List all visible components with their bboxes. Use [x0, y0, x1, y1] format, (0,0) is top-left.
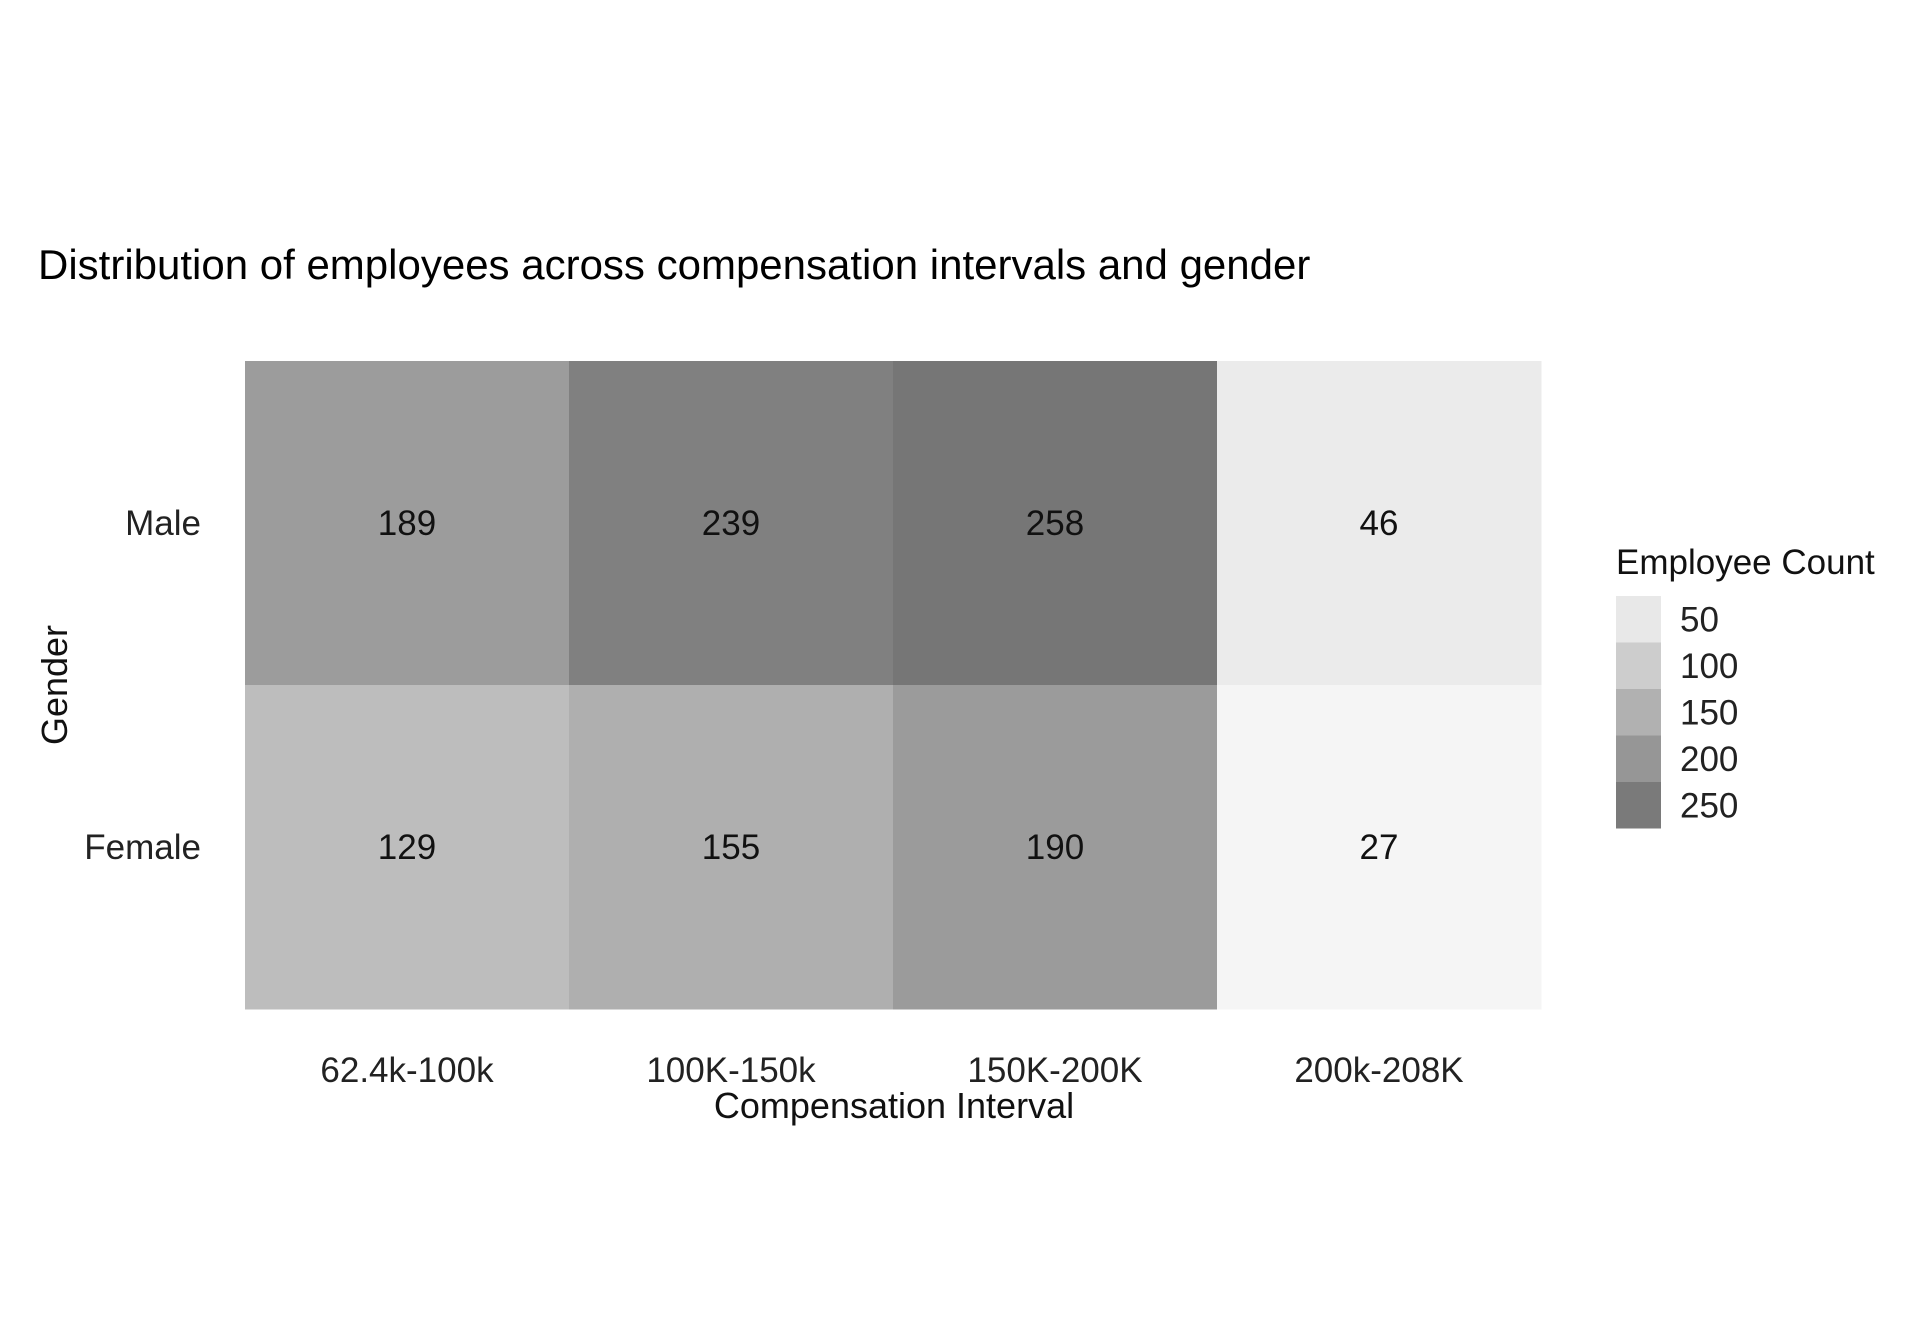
- heatmap-cell-female-3: [893, 685, 1218, 1010]
- legend-key-label: 50: [1680, 600, 1719, 639]
- cell-value-label: 46: [1360, 504, 1399, 543]
- x-tick-label: 200k-208K: [1294, 1051, 1463, 1090]
- legend-key-label: 200: [1680, 740, 1738, 779]
- x-axis-title: Compensation Interval: [714, 1085, 1074, 1126]
- legend-key-swatch: [1616, 689, 1661, 736]
- cell-value-label: 190: [1026, 828, 1084, 867]
- y-tick-label: Male: [125, 504, 201, 543]
- heatmap-cell-male-1: [245, 361, 570, 686]
- cell-value-label: 129: [378, 828, 436, 867]
- legend-key-label: 150: [1680, 693, 1738, 732]
- legend-title: Employee Count: [1616, 543, 1875, 582]
- x-axis-ticks: 62.4k-100k 100K-150k 150K-200K 200k-208K: [320, 1051, 1463, 1090]
- legend-key-swatch: [1616, 642, 1661, 689]
- heatmap-cell-female-1: [245, 685, 570, 1010]
- heatmap-cell-male-3: [893, 361, 1218, 686]
- legend: Employee Count 50 100 150 200 250: [1616, 543, 1875, 829]
- cell-value-label: 27: [1360, 828, 1399, 867]
- heatmap-cells: 189 239 258 46 129 155 190 27: [245, 361, 1542, 1010]
- cell-value-label: 155: [702, 828, 760, 867]
- x-tick-label: 150K-200K: [967, 1051, 1142, 1090]
- x-tick-label: 62.4k-100k: [320, 1051, 494, 1090]
- legend-key-swatch: [1616, 782, 1661, 829]
- legend-key-swatch: [1616, 596, 1661, 643]
- legend-key-swatch: [1616, 735, 1661, 782]
- heatmap-cell-male-2: [569, 361, 894, 686]
- y-tick-label: Female: [84, 828, 201, 867]
- cell-value-label: 239: [702, 504, 760, 543]
- heatmap-cell-female-4: [1217, 685, 1542, 1010]
- x-tick-label: 100K-150k: [646, 1051, 816, 1090]
- heatmap-cell-female-2: [569, 685, 894, 1010]
- y-axis-title: Gender: [34, 625, 75, 745]
- legend-keys: 50 100 150 200 250: [1616, 596, 1738, 829]
- legend-key-label: 100: [1680, 647, 1738, 686]
- legend-key-label: 250: [1680, 786, 1738, 825]
- chart-title: Distribution of employees across compens…: [38, 241, 1310, 288]
- cell-value-label: 258: [1026, 504, 1084, 543]
- cell-value-label: 189: [378, 504, 436, 543]
- y-axis-ticks: Male Female: [84, 504, 201, 867]
- heatmap-cell-male-4: [1217, 361, 1542, 686]
